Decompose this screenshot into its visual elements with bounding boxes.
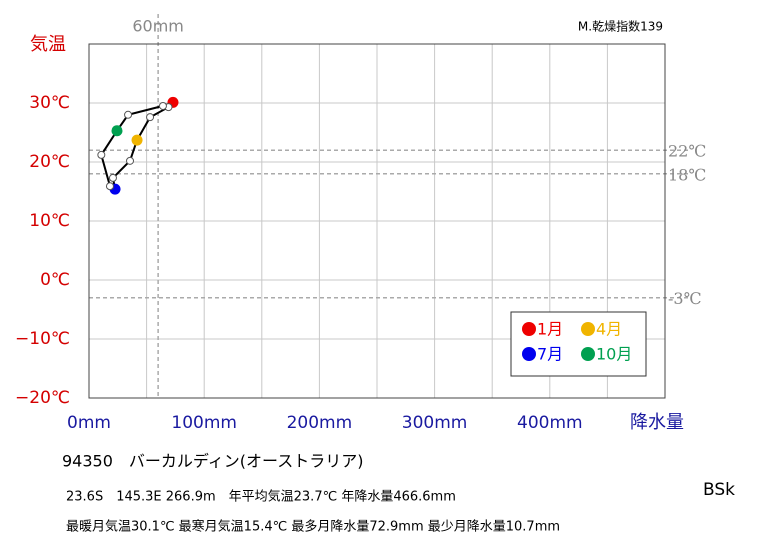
month-point <box>111 125 123 137</box>
legend-label: 10月 <box>596 345 632 364</box>
point <box>126 156 135 165</box>
legend-label: 4月 <box>596 320 622 339</box>
y-axis-label: 気温 <box>30 34 66 55</box>
reference-label: -3℃ <box>668 289 701 308</box>
x-tick-label: 100mm <box>171 413 237 433</box>
legend-label: 1月 <box>537 320 563 339</box>
point <box>108 173 117 182</box>
legend-label: 7月 <box>537 345 563 364</box>
y-tick-label: 20℃ <box>29 152 70 172</box>
legend-marker <box>522 322 536 336</box>
plot-border <box>88 43 666 399</box>
climate-class: BSk <box>703 480 735 500</box>
legend-marker <box>581 322 595 336</box>
y-tick-label: −10℃ <box>15 329 70 349</box>
point <box>124 110 133 119</box>
reference-label: 22℃ <box>668 142 706 161</box>
legend-box <box>510 311 647 377</box>
month-point <box>131 134 143 146</box>
x-tick-label: 400mm <box>517 413 583 433</box>
info-line: 最暖月気温30.1℃ 最寒月気温15.4℃ 最多月降水量72.9mm 最少月降水… <box>66 519 560 535</box>
y-tick-label: 30℃ <box>29 93 70 113</box>
y-tick-label: −20℃ <box>15 388 70 408</box>
legend-marker <box>581 347 595 361</box>
reference-label: 60mm <box>132 17 184 36</box>
station-name: 94350 バーカルディン(オーストラリア) <box>62 452 363 471</box>
info-line: 23.6S 145.3E 266.9m 年平均気温23.7℃ 年降水量466.6… <box>66 489 456 505</box>
point <box>158 101 167 110</box>
point <box>105 182 114 191</box>
y-tick-label: 0℃ <box>40 270 70 290</box>
legend-marker <box>522 347 536 361</box>
point <box>97 150 106 159</box>
x-tick-label: 200mm <box>287 413 353 433</box>
x-tick-label: 0mm <box>67 413 111 433</box>
point <box>146 113 155 122</box>
reference-label: 18℃ <box>668 165 706 184</box>
x-axis-label: 降水量 <box>630 412 684 433</box>
y-tick-label: 10℃ <box>29 211 70 231</box>
aridity-index: M.乾燥指数139 <box>578 19 663 34</box>
x-tick-label: 300mm <box>402 413 468 433</box>
